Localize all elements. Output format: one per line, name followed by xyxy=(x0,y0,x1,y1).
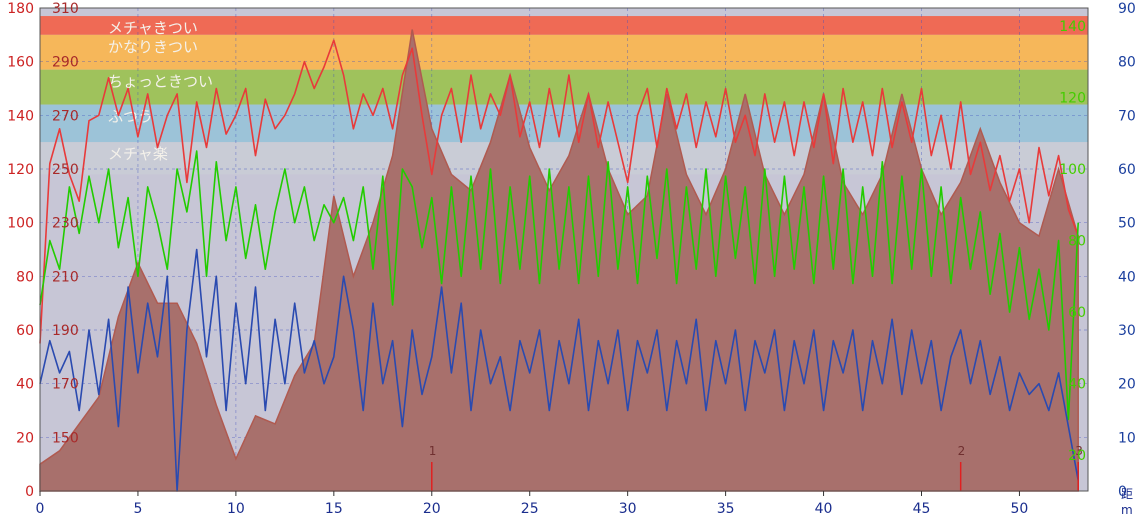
zone-band xyxy=(40,16,1088,35)
plot-frame xyxy=(39,7,1089,492)
inner-left-tick-label: 170 xyxy=(52,377,79,393)
speed-line xyxy=(39,248,1079,492)
inner-left-tick-label: 230 xyxy=(52,216,79,232)
right-tick-label: 70 xyxy=(1118,108,1136,124)
left-tick-label: 0 xyxy=(25,484,34,500)
inner-right-tick-label: 20 xyxy=(1068,448,1086,464)
left-tick-label: 120 xyxy=(7,162,34,178)
inner-right-tick-label: 140 xyxy=(1059,19,1086,35)
markers: 1 2 3 xyxy=(429,444,1083,491)
series xyxy=(39,29,1079,492)
lap-marker-label: 3 xyxy=(1075,444,1083,458)
left-tick-label: 60 xyxy=(16,323,34,339)
right-tick-label: 50 xyxy=(1118,216,1136,232)
inner-left-tick-label: 250 xyxy=(52,162,79,178)
zone-label: ちょっときつい xyxy=(108,73,213,91)
left-tick-label: 100 xyxy=(7,216,34,232)
x-tick-label: 20 xyxy=(423,501,441,517)
right-tick-label: 10 xyxy=(1118,430,1136,446)
inner-left-tick-label: 150 xyxy=(52,430,79,446)
zone-label: かなりきつい xyxy=(108,38,198,56)
inner-right-tick-label: 80 xyxy=(1068,234,1086,250)
inner-right-tick-label: 100 xyxy=(1059,162,1086,178)
right-tick-label: 20 xyxy=(1118,377,1136,393)
left-tick-label: 140 xyxy=(7,108,34,124)
inner-left-tick-label: 270 xyxy=(52,108,79,124)
inner-left-tick-label: 290 xyxy=(52,55,79,71)
right-tick-label: 80 xyxy=(1118,55,1136,71)
cadence-line xyxy=(39,150,1079,421)
inner-right-tick-label: 120 xyxy=(1059,90,1086,106)
right-tick-label: 30 xyxy=(1118,323,1136,339)
zone-label: ふつう xyxy=(108,108,153,126)
x-unit-label: 距 xyxy=(1121,487,1133,501)
x-tick-label: 40 xyxy=(815,501,833,517)
lap-marker-label: 1 xyxy=(429,444,437,458)
heart-rate-line xyxy=(39,39,1079,344)
right-tick-label: 90 xyxy=(1118,1,1136,17)
right-tick-label: 60 xyxy=(1118,162,1136,178)
x-tick-label: 10 xyxy=(227,501,245,517)
x-tick-label: 35 xyxy=(717,501,735,517)
zone-label: メチャきつい xyxy=(108,19,198,37)
x-tick-label: 0 xyxy=(36,501,45,517)
inner-left-tick-label: 210 xyxy=(52,269,79,285)
lap-marker-label: 2 xyxy=(958,444,966,458)
left-tick-label: 180 xyxy=(7,1,34,17)
inner-right-tick-label: 40 xyxy=(1068,377,1086,393)
x-tick-label: 30 xyxy=(619,501,637,517)
x-tick-label: 50 xyxy=(1011,501,1029,517)
x-unit-label: m xyxy=(1121,503,1133,517)
right-tick-label: 0 xyxy=(1118,484,1127,500)
axes: 0 5 10 15 20 25 30 35 40 45 5002040608010012014016… xyxy=(7,1,1136,517)
left-tick-label: 40 xyxy=(16,377,34,393)
zone-band xyxy=(40,34,1088,70)
inner-left-tick-label: 190 xyxy=(52,323,79,339)
inner-right-tick-label: 60 xyxy=(1068,305,1086,321)
inner-left-tick-label: 310 xyxy=(52,1,79,17)
right-tick-label: 40 xyxy=(1118,269,1136,285)
x-tick-label: 5 xyxy=(133,501,142,517)
left-tick-label: 160 xyxy=(7,55,34,71)
x-tick-label: 45 xyxy=(913,501,931,517)
x-tick-label: 15 xyxy=(325,501,343,517)
left-tick-label: 80 xyxy=(16,269,34,285)
x-tick-label: 25 xyxy=(521,501,539,517)
left-tick-label: 20 xyxy=(16,430,34,446)
